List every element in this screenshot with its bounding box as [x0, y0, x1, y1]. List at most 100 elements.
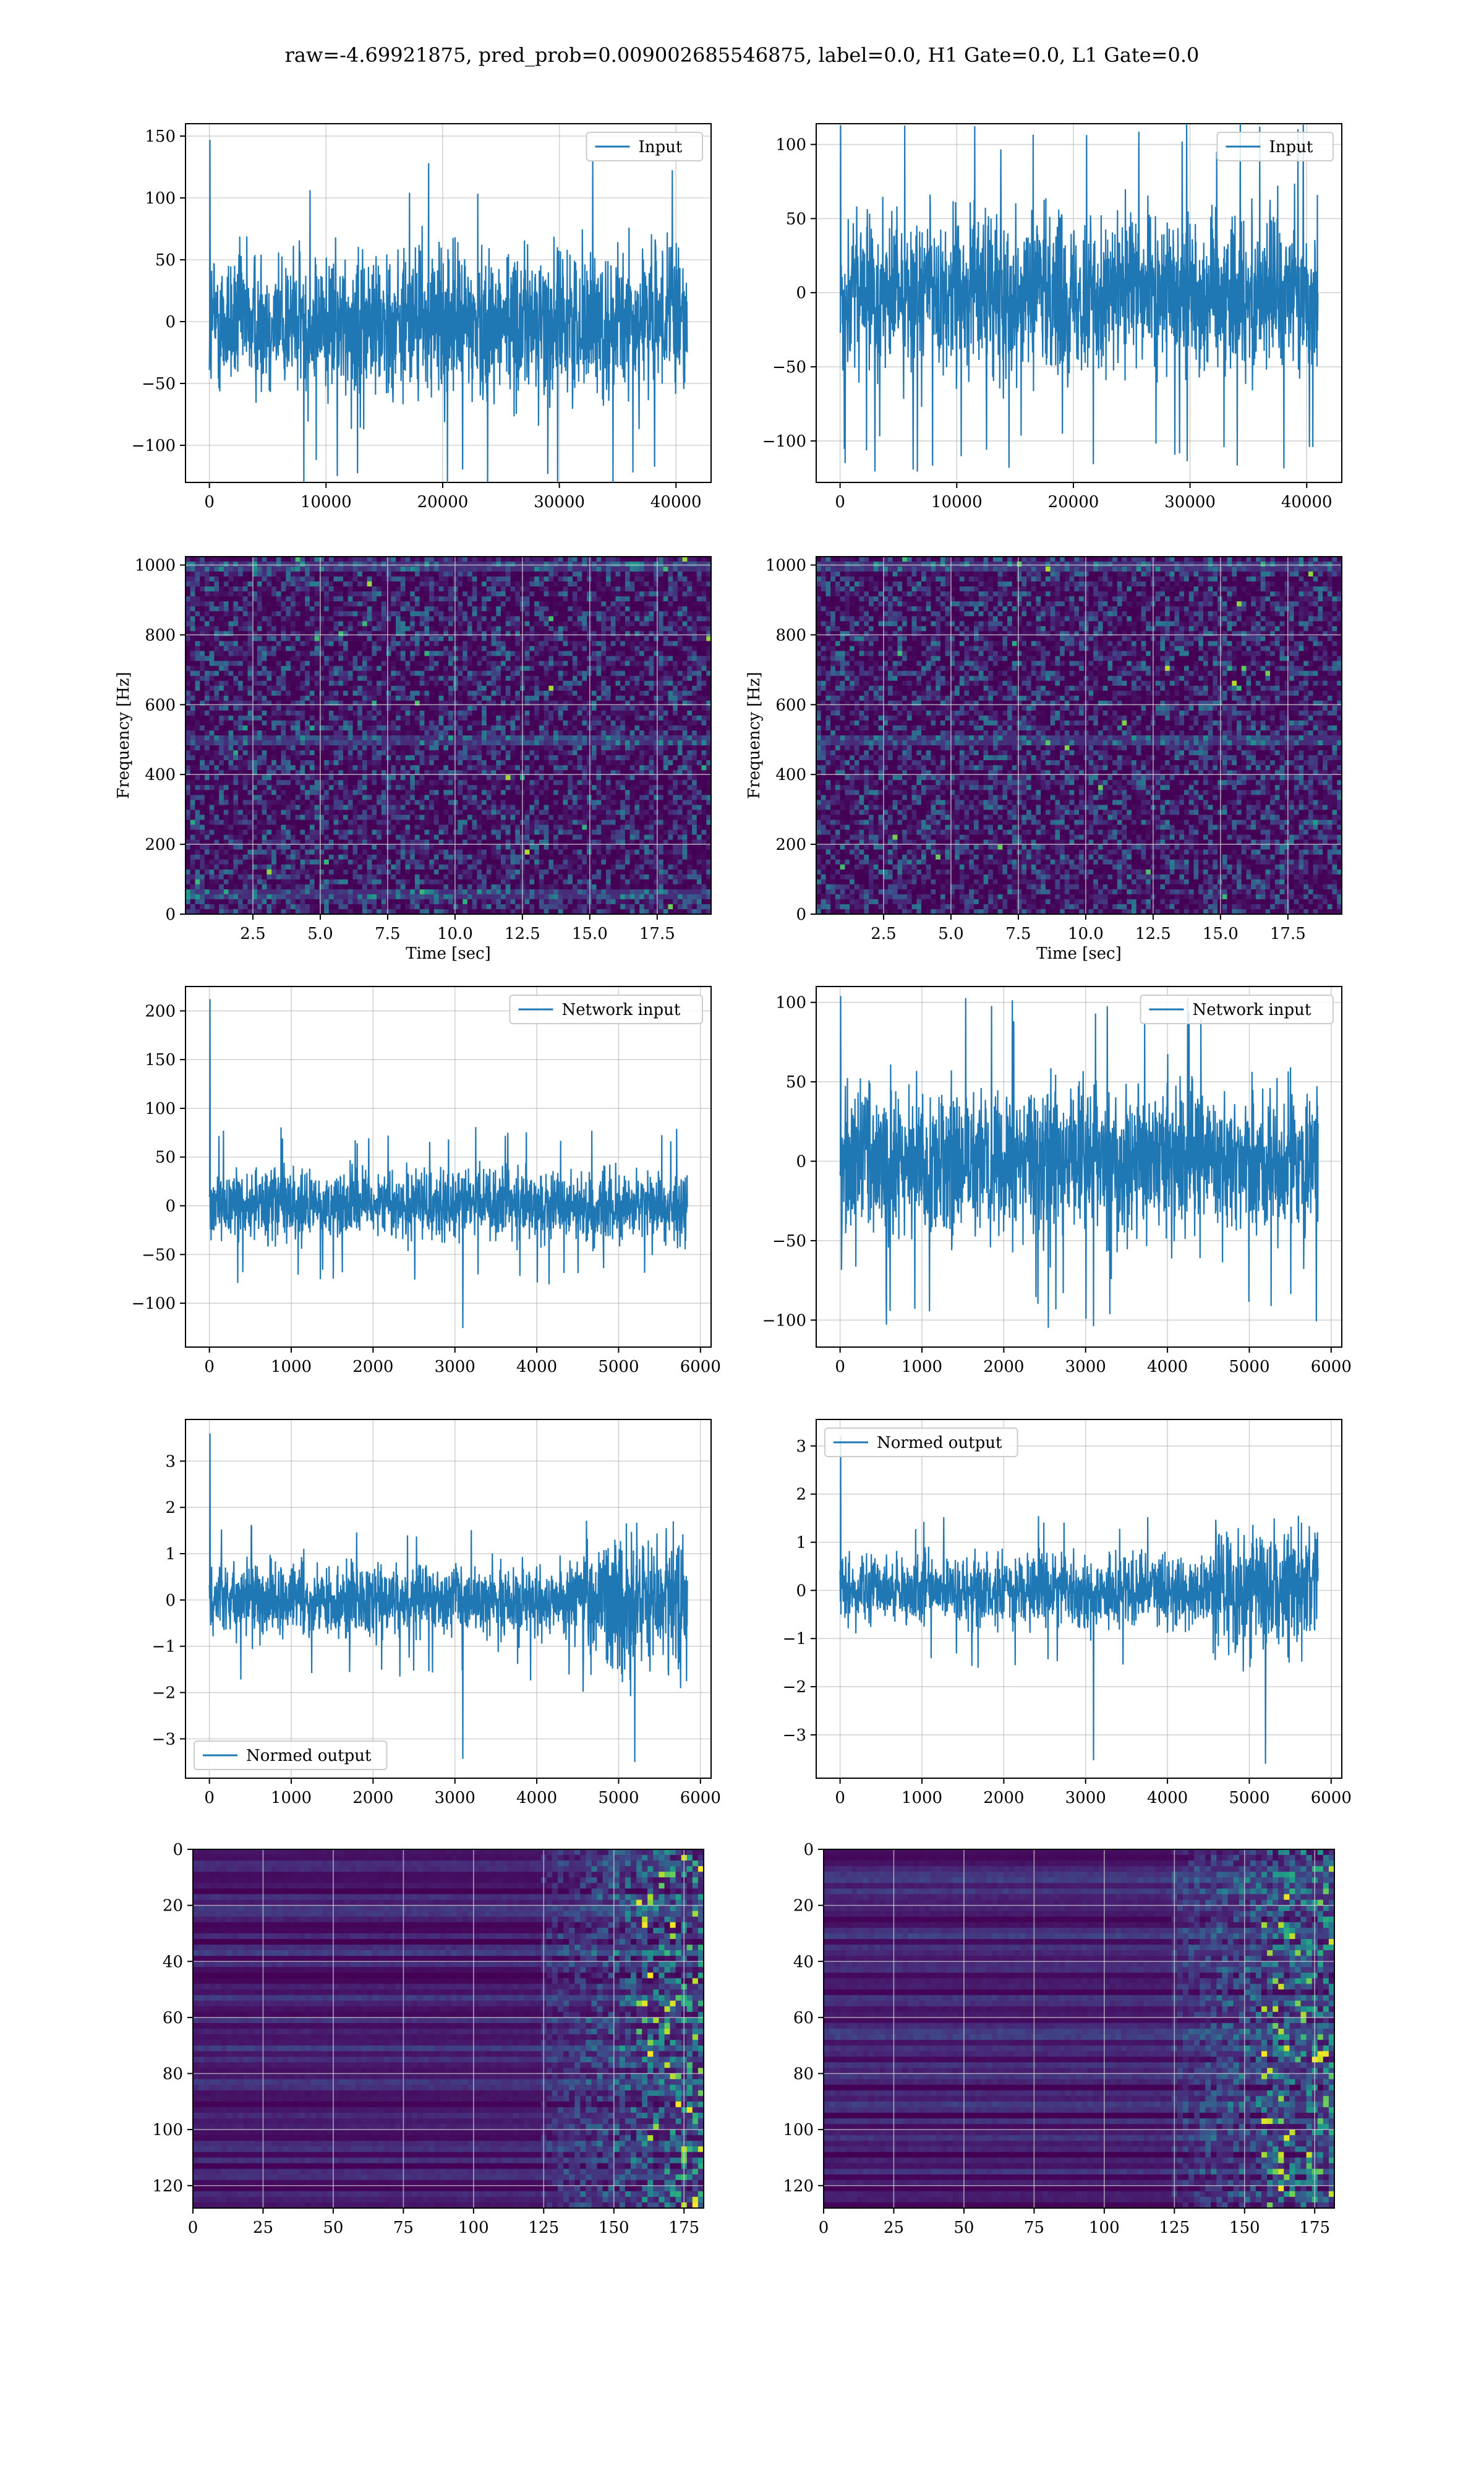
- heatmap-cell: [477, 571, 482, 577]
- heatmap-cell: [410, 616, 415, 622]
- heatmap-cell: [214, 591, 219, 597]
- heatmap-cell: [415, 651, 420, 657]
- heatmap-cell: [415, 735, 420, 741]
- heatmap-cell: [506, 557, 511, 562]
- heatmap-cell: [195, 755, 200, 761]
- heatmap-cell: [410, 711, 415, 716]
- heatmap-cell: [496, 606, 501, 612]
- heatmap-cell: [525, 576, 530, 582]
- heatmap-cell: [343, 755, 348, 761]
- heatmap-cell: [406, 671, 411, 677]
- heatmap-cell: [558, 676, 563, 682]
- heatmap-cell: [324, 726, 329, 731]
- heatmap-cell: [348, 661, 353, 667]
- heatmap-cell: [334, 611, 339, 617]
- heatmap-cell: [348, 716, 353, 721]
- heatmap-cell: [257, 626, 262, 631]
- heatmap-cell: [697, 626, 702, 631]
- heatmap-cell: [324, 681, 329, 687]
- heatmap-cell: [406, 606, 411, 612]
- heatmap-cell: [620, 651, 625, 657]
- heatmap-cell: [262, 557, 267, 562]
- heatmap-cell: [338, 571, 343, 577]
- heatmap-cell: [453, 681, 458, 687]
- heatmap-cell: [420, 740, 425, 746]
- heatmap-cell: [592, 611, 597, 617]
- heatmap-cell: [415, 755, 420, 761]
- heatmap-cell: [683, 656, 688, 662]
- heatmap-cell: [382, 681, 386, 687]
- heatmap-cell: [553, 562, 558, 567]
- heatmap-cell: [634, 696, 639, 701]
- heatmap-cell: [233, 696, 238, 701]
- heatmap-cell: [377, 581, 382, 587]
- heatmap-cell: [506, 641, 511, 647]
- heatmap-cell: [396, 730, 401, 736]
- heatmap-cell: [267, 745, 271, 751]
- heatmap-cell: [582, 730, 587, 736]
- heatmap-cell: [195, 760, 200, 766]
- heatmap-cell: [329, 755, 334, 761]
- heatmap-cell: [625, 567, 630, 572]
- heatmap-cell: [372, 646, 377, 652]
- heatmap-cell: [472, 716, 477, 721]
- heatmap-cell: [702, 557, 707, 562]
- heatmap-cell: [343, 656, 348, 662]
- heatmap-cell: [262, 730, 267, 736]
- heatmap-cell: [482, 661, 487, 667]
- heatmap-cell: [659, 611, 663, 617]
- heatmap-cell: [410, 626, 415, 631]
- heatmap-cell: [271, 571, 276, 577]
- heatmap-cell: [195, 626, 200, 631]
- heatmap-cell: [343, 745, 348, 751]
- heatmap-cell: [511, 651, 516, 657]
- heatmap-cell: [496, 696, 501, 701]
- heatmap-cell: [663, 706, 668, 711]
- heatmap-cell: [649, 656, 654, 662]
- heatmap-cell: [544, 711, 549, 716]
- heatmap-cell: [654, 706, 659, 711]
- heatmap-cell: [453, 591, 458, 597]
- heatmap-cell: [367, 571, 372, 577]
- heatmap-cell: [697, 711, 702, 716]
- heatmap-cell: [678, 740, 683, 746]
- heatmap-cell: [634, 755, 639, 761]
- heatmap-cell: [210, 576, 215, 582]
- heatmap-cell: [692, 691, 697, 696]
- heatmap-cell: [353, 711, 358, 716]
- heatmap-cell: [315, 576, 320, 582]
- heatmap-cell: [496, 557, 501, 562]
- heatmap-cell: [506, 636, 511, 641]
- heatmap-cell: [630, 586, 635, 592]
- heatmap-cell: [582, 656, 587, 662]
- heatmap-cell: [506, 661, 511, 667]
- heatmap-cell: [558, 716, 563, 721]
- heatmap-cell: [267, 721, 271, 726]
- heatmap-cell: [553, 721, 558, 726]
- heatmap-cell: [401, 562, 406, 567]
- heatmap-cell: [649, 636, 654, 641]
- heatmap-cell: [659, 730, 663, 736]
- heatmap-cell: [601, 750, 606, 756]
- heatmap-cell: [401, 740, 406, 746]
- heatmap-cell: [310, 711, 315, 716]
- heatmap-cell: [548, 581, 553, 587]
- heatmap-cell: [501, 636, 506, 641]
- heatmap-cell: [367, 726, 372, 731]
- heatmap-cell: [219, 750, 224, 756]
- heatmap-cell: [301, 641, 305, 647]
- heatmap-cell: [329, 726, 334, 731]
- heatmap-cell: [448, 706, 453, 711]
- heatmap-cell: [348, 711, 353, 716]
- heatmap-cell: [439, 740, 444, 746]
- heatmap-cell: [315, 750, 320, 756]
- heatmap-cell: [668, 557, 673, 562]
- heatmap-cell: [630, 646, 635, 652]
- heatmap-cell: [415, 646, 420, 652]
- heatmap-cell: [443, 646, 448, 652]
- heatmap-cell: [357, 711, 362, 716]
- heatmap-cell: [305, 765, 310, 771]
- heatmap-cell: [453, 726, 458, 731]
- heatmap-cell: [482, 611, 487, 617]
- heatmap-cell: [611, 691, 616, 696]
